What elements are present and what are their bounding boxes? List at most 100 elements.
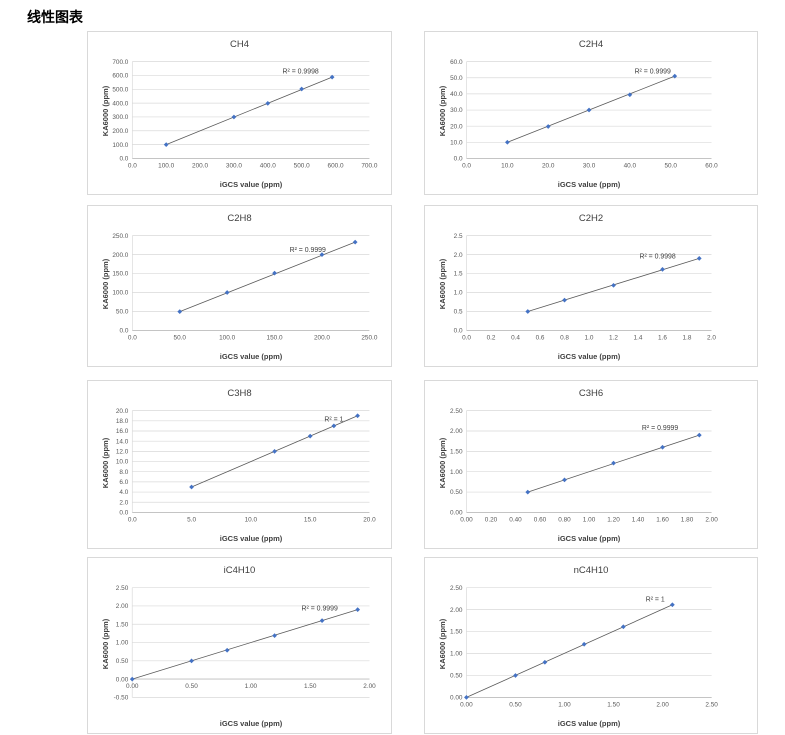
x-tick-label: 0.2 [487,334,496,341]
y-tick-label: 700.0 [112,59,128,66]
data-point [670,602,675,608]
data-point [513,673,518,678]
data-point [545,124,551,129]
x-axis-title: iGCS value (ppm) [557,534,621,543]
chart-ic4h10: -0.50 0.00 0.50 1.00 1.50 2.00 2.50 0.00 0.50 1.0… [87,557,392,734]
r-squared-label: R² = 1 [324,417,343,424]
x-axis-title: iGCS value (ppm) [219,352,283,361]
trendline [507,75,675,143]
data-point [189,658,194,664]
r-squared-label: R² = 1 [646,596,665,603]
data-point [319,252,325,257]
x-tick-label: 1.00 [583,516,596,523]
x-tick-label: 1.6 [658,334,667,341]
r-squared-label: R² = 0.9999 [642,425,678,432]
x-tick-label: 1.00 [558,701,571,708]
y-tick-label: 2.0 [119,499,128,506]
y-tick-label: 1.5 [454,271,463,278]
x-tick-label: 0.8 [560,334,569,341]
x-tick-label: 0.0 [462,162,471,169]
r-squared-label: R² = 0.9999 [290,247,326,254]
y-tick-label: 18.0 [116,418,129,425]
x-tick-label: 250.0 [361,334,377,341]
y-tick-label: 200.0 [112,128,128,135]
chart-title: C2H8 [227,213,252,224]
x-tick-label: 50.0 [174,334,187,341]
y-tick-label: 2.50 [116,585,129,592]
plot-area: 0.0 50.0 100.0 150.0 200.0 250.0 0.0 50.0 100.0 1… [112,233,377,342]
data-point [177,309,183,315]
data-point [696,256,702,261]
x-tick-label: 20.0 [363,516,376,523]
y-tick-label: 16.0 [116,428,129,435]
y-tick-label: 0.50 [450,489,463,496]
y-tick-label: 600.0 [112,73,128,80]
y-tick-label: 60.0 [450,59,463,66]
y-tick-label: -0.50 [114,695,129,702]
chart-c3h8: 0.0 2.0 4.0 6.0 8.0 10.0 12.0 14.0 16.0 18.0 20.0 0… [87,380,392,549]
x-tick-label: 10.0 [501,162,514,169]
x-tick-label: 0.50 [185,683,198,690]
data-point [272,270,277,276]
y-tick-label: 400.0 [112,100,128,107]
y-tick-label: 0.0 [454,156,463,163]
y-tick-label: 0.00 [450,695,463,702]
data-point [319,618,325,623]
x-tick-label: 0.20 [485,516,498,523]
chart-nc4h10: 0.00 0.50 1.00 1.50 2.00 2.50 0.00 0.50 1.00 1.50… [424,557,758,734]
x-tick-label: 1.40 [632,516,645,523]
x-tick-label: 0.00 [460,701,473,708]
x-tick-label: 100.0 [158,162,174,169]
y-tick-label: 2.00 [116,603,129,610]
x-tick-label: 60.0 [705,162,718,169]
plot-area: 0.00 0.50 1.00 1.50 2.00 2.50 0.00 0.50 1.00 1.50… [450,585,718,708]
y-tick-label: 10.0 [450,139,463,146]
x-tick-label: 200.0 [192,162,208,169]
x-tick-label: 0.0 [128,162,137,169]
data-point [352,239,358,245]
data-point [163,142,169,147]
x-tick-label: 0.0 [128,516,137,523]
plot-area: 0.00 0.50 1.00 1.50 2.00 2.50 0.00 0.20 0.40 0.60… [450,408,718,524]
r-squared-label: R² = 0.9998 [282,68,318,75]
x-tick-label: 500.0 [294,162,310,169]
y-tick-label: 2.50 [450,408,463,415]
chart-c3h6: 0.00 0.50 1.00 1.50 2.00 2.50 0.00 0.20 0.40 0.60… [424,380,758,549]
y-tick-label: 1.00 [450,469,463,476]
chart-c2h4: 0.0 10.0 20.0 30.0 40.0 50.0 60.0 0.0 10.0 20.0 30… [424,31,758,195]
x-tick-label: 15.0 [304,516,317,523]
x-tick-label: 40.0 [624,162,637,169]
trendline [166,76,333,145]
chart-c2h8: 0.0 50.0 100.0 150.0 200.0 250.0 0.0 50.0 100.0 1… [87,205,392,367]
data-point [129,676,135,682]
y-tick-label: 20.0 [450,123,463,130]
x-tick-label: 30.0 [583,162,596,169]
y-tick-label: 1.00 [116,640,129,647]
y-tick-label: 100.0 [112,142,128,149]
y-tick-label: 2.00 [450,428,463,435]
data-point [562,297,567,303]
r-squared-label: R² = 0.9999 [302,605,338,612]
y-tick-label: 200.0 [112,252,128,259]
y-tick-label: 0.0 [119,510,128,517]
x-tick-label: 300.0 [226,162,242,169]
plot-area: 0.0 0.5 1.0 1.5 2.0 2.5 0.0 0.2 0.4 0.6 0.8 1.0 1.2 1… [454,233,717,342]
data-point [272,633,277,638]
plot-area: 0.0 10.0 20.0 30.0 40.0 50.0 60.0 0.0 10.0 20.0 30… [450,59,718,170]
y-tick-label: 100.0 [112,290,128,297]
y-tick-label: 2.5 [454,233,463,240]
r-squared-label: R² = 0.9999 [635,68,671,75]
y-tick-label: 2.00 [450,607,463,614]
x-tick-label: 2.0 [707,334,716,341]
x-tick-label: 0.00 [126,683,139,690]
x-axis-title: iGCS value (ppm) [557,719,621,728]
chart-title: CH4 [229,39,249,50]
x-tick-label: 0.4 [511,334,520,341]
y-tick-label: 12.0 [116,449,129,456]
data-point [611,282,616,288]
y-tick-label: 14.0 [116,438,129,445]
x-tick-label: 10.0 [245,516,258,523]
x-tick-label: 600.0 [328,162,344,169]
x-tick-label: 50.0 [664,162,677,169]
